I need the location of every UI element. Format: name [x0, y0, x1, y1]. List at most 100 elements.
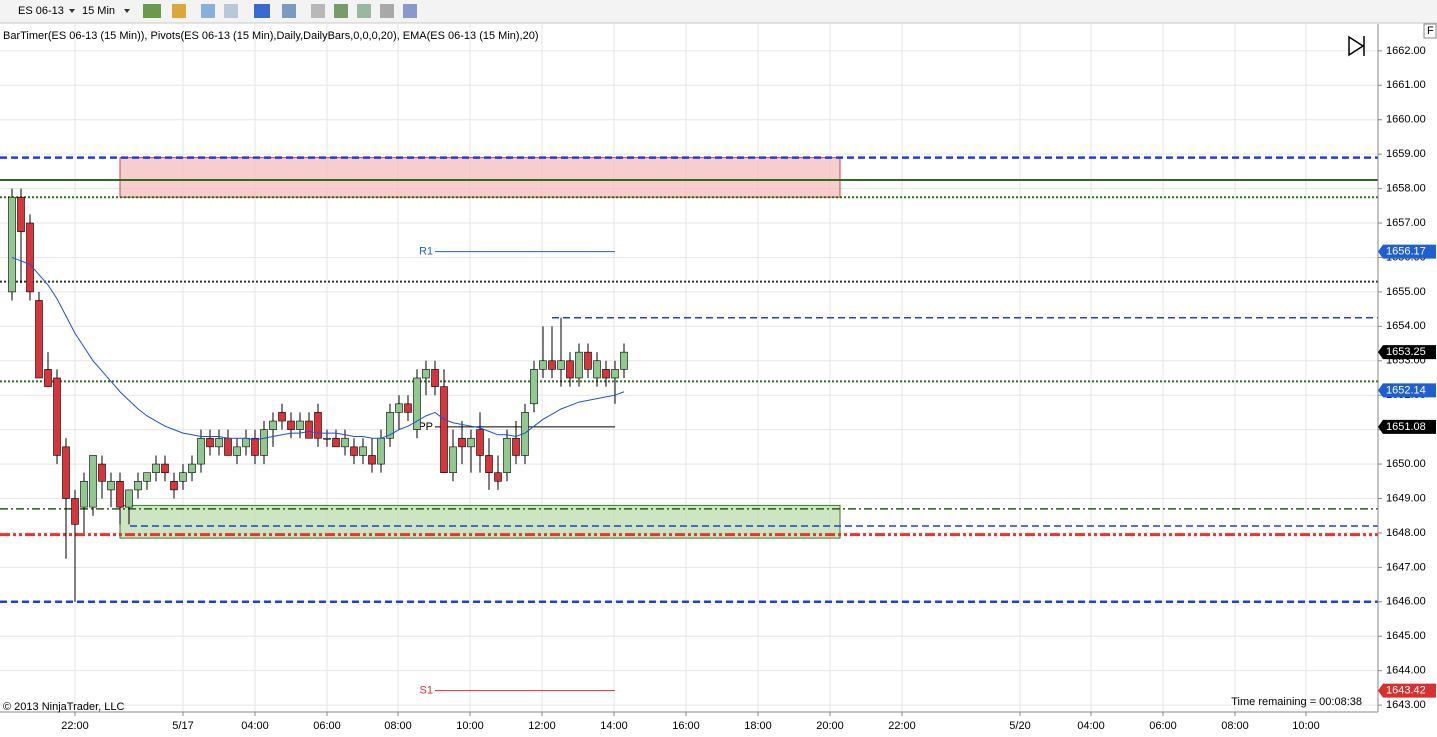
y-tick-label: 1647.00 — [1386, 561, 1426, 573]
price-marker — [1378, 345, 1436, 360]
candle-body — [530, 369, 538, 405]
candle-body — [179, 472, 187, 482]
interval[interactable]: 15 Min — [82, 5, 115, 17]
zoom-in-button[interactable] — [201, 4, 215, 18]
toolbar-icons — [143, 4, 417, 18]
candle-body — [53, 377, 61, 456]
candle-body — [116, 480, 124, 508]
candle-body — [368, 455, 376, 465]
x-tick-label: 12:00 — [528, 720, 556, 732]
candle-body — [620, 351, 628, 370]
candle-body — [161, 463, 169, 473]
y-tick-label: 1662.00 — [1386, 45, 1426, 57]
candle-body — [287, 420, 295, 430]
candle-body — [539, 360, 547, 370]
x-tick-label: 16:00 — [672, 720, 700, 732]
zone — [119, 157, 841, 198]
candle-body — [512, 437, 520, 456]
y-tick-label: 1649.00 — [1386, 492, 1426, 504]
candle-body — [476, 429, 484, 456]
x-tick-label: 22:00 — [61, 720, 89, 732]
x-tick-label: 5/20 — [1009, 720, 1030, 732]
bar-type-button[interactable] — [143, 4, 161, 18]
candle-body — [395, 403, 403, 413]
candle-body — [296, 420, 304, 430]
corner-label[interactable]: F — [1427, 25, 1434, 37]
data-box-button[interactable] — [282, 4, 296, 18]
dropdown-arrow[interactable] — [124, 9, 130, 13]
y-tick-label: 1659.00 — [1386, 148, 1426, 160]
y-tick-label: 1655.00 — [1386, 286, 1426, 298]
y-tick-label: 1660.00 — [1386, 114, 1426, 126]
candle-body — [332, 437, 340, 448]
candle-body — [548, 360, 556, 370]
y-tick-label: 1645.00 — [1386, 630, 1426, 642]
y-tick-label: 1658.00 — [1386, 183, 1426, 195]
candle-body — [602, 369, 610, 379]
price-marker-label: 1652.14 — [1386, 384, 1426, 396]
x-tick-label: 14:00 — [600, 720, 628, 732]
y-tick-label: 1644.00 — [1386, 665, 1426, 677]
candle-body — [170, 480, 178, 491]
candle-body — [458, 437, 466, 448]
instrument[interactable]: ES 06-13 — [18, 5, 64, 17]
x-tick-label: 22:00 — [888, 720, 916, 732]
candle-body — [143, 472, 151, 482]
candle-body — [314, 412, 322, 439]
price-marker-label: 1651.08 — [1386, 421, 1426, 433]
x-tick-label: 08:00 — [1221, 720, 1249, 732]
plot-area: R1 PP S1 — [0, 24, 1378, 712]
draw-tool-button[interactable] — [172, 4, 186, 18]
indicators-button[interactable] — [334, 4, 348, 18]
candle-body — [611, 369, 619, 379]
candle-body — [440, 386, 448, 473]
x-tick-label: 06:00 — [1149, 720, 1177, 732]
candle-body — [197, 437, 205, 465]
copyright: © 2013 NinjaTrader, LLC — [3, 701, 124, 713]
x-tick-label: 08:00 — [384, 720, 412, 732]
candle-body — [494, 472, 502, 482]
candle-body — [278, 412, 286, 422]
candle-body — [557, 360, 565, 370]
zoom-out-button[interactable] — [224, 4, 238, 18]
price-marker — [1378, 419, 1436, 434]
candle-body — [350, 446, 358, 456]
candle-body — [413, 377, 421, 430]
price-marker-label: 1653.25 — [1386, 346, 1426, 358]
candle-body — [125, 489, 133, 508]
price-marker — [1378, 383, 1436, 398]
candle-body — [341, 437, 349, 448]
candle-body — [260, 429, 268, 456]
dropdown-arrow[interactable] — [69, 9, 75, 13]
pivot-label: PP — [418, 421, 433, 433]
crosshair-button[interactable] — [254, 4, 270, 18]
candle-body — [242, 437, 250, 448]
zone — [119, 504, 841, 539]
corner-box[interactable] — [1423, 23, 1437, 39]
y-tick-label: 1648.00 — [1386, 527, 1426, 539]
candle-body — [35, 300, 43, 379]
snapshot-button[interactable] — [403, 4, 417, 18]
candle-body — [251, 437, 259, 456]
candle-body — [89, 455, 97, 508]
candle-body — [26, 222, 34, 293]
scroll-end-button[interactable] — [1348, 35, 1365, 57]
x-tick-label: 04:00 — [241, 720, 269, 732]
candle-body — [152, 463, 160, 473]
candle-body — [503, 437, 511, 473]
pivot-label: S1 — [420, 685, 433, 697]
candle-body — [134, 480, 142, 491]
candle-body — [431, 369, 439, 387]
price-marker — [1378, 683, 1436, 698]
price-marker-label: 1643.42 — [1386, 685, 1426, 697]
templates-button[interactable] — [380, 4, 394, 18]
time-remaining: Time remaining = 00:08:38 — [1231, 696, 1362, 708]
candle-body — [323, 437, 331, 440]
properties-button[interactable] — [311, 4, 325, 18]
candle-body — [404, 403, 412, 413]
x-tick-label: 10:00 — [456, 720, 484, 732]
strategies-button[interactable] — [357, 4, 371, 18]
candle-body — [593, 360, 601, 379]
